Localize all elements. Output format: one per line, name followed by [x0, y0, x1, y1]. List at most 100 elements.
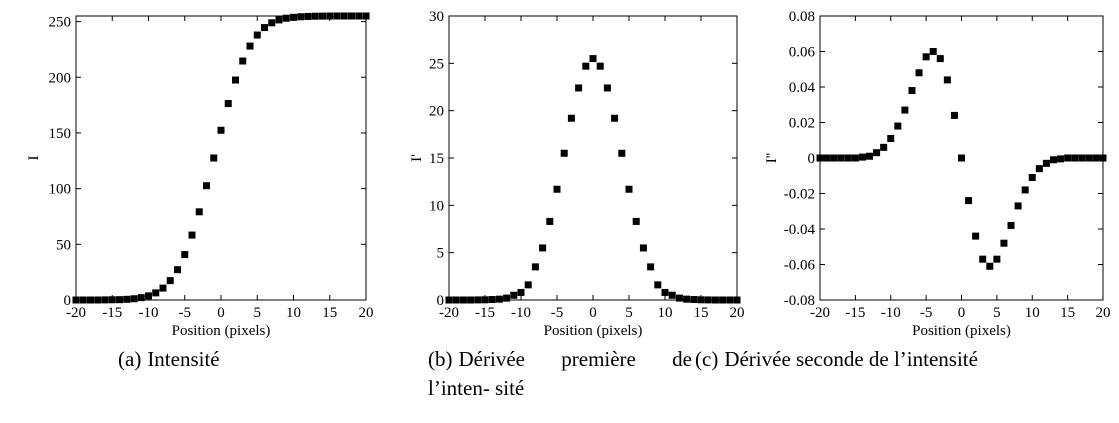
data-point: [668, 291, 676, 299]
caption-b: (b) Dérivée première de l’inten- sité: [428, 345, 692, 403]
data-point: [611, 114, 619, 122]
data-point: [474, 296, 482, 304]
data-point: [123, 295, 131, 303]
data-point: [1071, 154, 1079, 162]
data-point: [639, 244, 647, 252]
data-point: [87, 296, 94, 304]
x-tick-label: 20: [730, 305, 745, 321]
data-point: [908, 87, 916, 95]
data-point: [929, 48, 937, 55]
data-point: [1064, 154, 1072, 162]
data-point: [972, 232, 980, 240]
y-tick-label: 0.06: [789, 45, 816, 61]
data-point: [1042, 159, 1050, 167]
data-point: [481, 296, 489, 304]
data-point: [553, 185, 561, 193]
x-tick-label: -20: [66, 305, 86, 321]
data-point: [495, 295, 503, 303]
x-axis-label: Position (pixels): [912, 323, 1011, 339]
chart-panel-2: -20 -15 -10 -5 0 5 10 15 20 0 5 10 15 20 25 30 Position …: [409, 9, 745, 339]
data-point: [719, 296, 727, 304]
data-point: [510, 291, 518, 299]
data-point: [232, 76, 239, 84]
data-point: [894, 122, 902, 130]
data-point: [851, 154, 859, 162]
data-point: [1014, 202, 1022, 210]
data-point: [873, 149, 881, 157]
data-point: [174, 266, 181, 274]
data-point: [711, 296, 719, 304]
data-point: [922, 53, 930, 61]
data-point: [275, 16, 283, 24]
data-point: [726, 296, 734, 304]
data-point: [362, 12, 370, 20]
y-tick-label: 100: [49, 182, 72, 198]
data-point: [632, 217, 640, 225]
y-axis-label: I: [26, 156, 42, 161]
y-axis-label: I'': [764, 153, 780, 164]
data-point: [567, 114, 575, 122]
x-tick-label: -15: [475, 305, 495, 321]
data-point: [596, 62, 604, 70]
data-point: [733, 296, 741, 304]
x-tick-label: -10: [139, 305, 159, 321]
data-point: [159, 284, 167, 292]
data-point: [116, 296, 123, 304]
data-point: [517, 288, 525, 296]
data-point: [816, 154, 824, 162]
data-point: [936, 55, 944, 63]
data-point: [661, 288, 669, 296]
chart-panel-3: -20 -15 -10 -5 0 5 10 15 20 -0.08 -0.06 -0.04 -0.02 0…: [764, 9, 1111, 339]
data-point: [261, 24, 268, 32]
data-point: [94, 296, 102, 304]
caption-b-text: Dérivée première de l’inten- sité: [428, 347, 692, 400]
x-tick-label: 5: [993, 305, 1001, 321]
caption-c: (c) Dérivée seconde de l’intensité: [695, 345, 1119, 374]
data-point: [539, 244, 547, 252]
x-tick-label: 20: [1096, 305, 1111, 321]
x-tick-label: -20: [810, 305, 830, 321]
data-point: [993, 255, 1001, 263]
data-point: [1099, 154, 1107, 162]
data-point: [130, 295, 138, 303]
x-tick-label: 0: [217, 305, 225, 321]
y-tick-label: 250: [49, 15, 72, 31]
data-point: [675, 294, 683, 302]
caption-a-tag: (a): [118, 347, 142, 371]
data-point: [1000, 239, 1008, 247]
data-point: [297, 13, 305, 21]
data-point: [965, 197, 973, 205]
data-point: [1007, 221, 1015, 229]
data-point: [603, 84, 611, 92]
data-point: [282, 14, 290, 22]
data-point: [188, 231, 196, 239]
data-point: [348, 12, 355, 20]
data-point: [531, 263, 539, 271]
data-point: [137, 294, 145, 302]
y-tick-label: -0.04: [784, 222, 816, 238]
data-point: [152, 289, 160, 297]
data-point: [445, 296, 453, 304]
data-point: [319, 12, 326, 20]
data-point: [524, 281, 532, 289]
data-point: [1092, 154, 1100, 162]
data-point: [654, 281, 662, 289]
data-point: [844, 154, 852, 162]
x-tick-label: 15: [1060, 305, 1075, 321]
x-tick-label: -15: [845, 305, 865, 321]
data-point: [880, 143, 888, 151]
y-tick-label: 0: [64, 293, 72, 309]
data-point: [823, 154, 831, 162]
data-point: [246, 42, 254, 50]
y-tick-label: 10: [429, 198, 444, 214]
data-point: [866, 152, 874, 160]
data-point: [217, 126, 225, 134]
data-point: [887, 134, 895, 142]
y-axis-label: I': [409, 154, 425, 162]
data-point: [979, 255, 987, 263]
data-point: [145, 292, 152, 300]
data-point: [108, 296, 116, 304]
y-tick-label: 0.02: [789, 116, 815, 132]
data-point: [239, 57, 247, 65]
y-tick-label: 30: [429, 9, 444, 25]
